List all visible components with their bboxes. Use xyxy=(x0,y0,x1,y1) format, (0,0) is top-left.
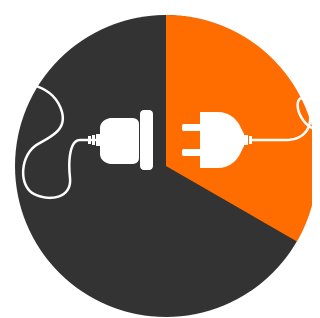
left-plug-face xyxy=(140,110,153,170)
page xyxy=(0,0,312,318)
unplugged-icon xyxy=(0,0,312,318)
right-plug-prong xyxy=(182,149,202,156)
left-plug-body xyxy=(100,118,139,164)
right-plug-prong xyxy=(182,124,202,131)
